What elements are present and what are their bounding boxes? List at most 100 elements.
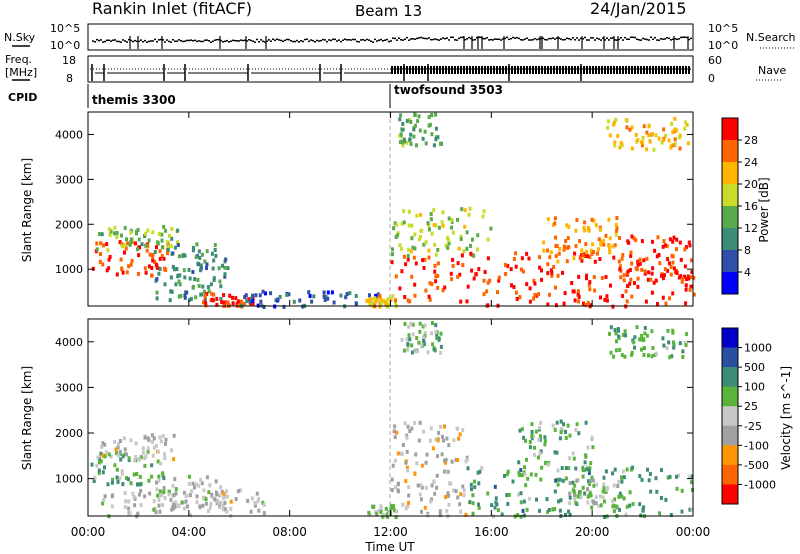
heatmap-cell bbox=[345, 292, 349, 296]
heatmap-cell bbox=[588, 491, 592, 496]
heatmap-cell bbox=[677, 275, 681, 280]
heatmap-cell bbox=[431, 446, 435, 451]
colorbar-swatch bbox=[722, 140, 738, 163]
heatmap-cell bbox=[577, 295, 581, 299]
heatmap-cell bbox=[667, 261, 671, 266]
heatmap-cell bbox=[193, 277, 197, 282]
heatmap-cell bbox=[373, 296, 377, 301]
heatmap-cell bbox=[435, 485, 439, 490]
heatmap-cell bbox=[339, 293, 343, 298]
nsky-sample bbox=[418, 37, 420, 39]
heatmap-cell bbox=[613, 497, 617, 502]
nsky-sample bbox=[636, 38, 638, 40]
heatmap-cell bbox=[413, 113, 417, 118]
heatmap-cell bbox=[378, 294, 382, 298]
nsky-sample bbox=[570, 38, 572, 41]
heatmap-cell bbox=[642, 124, 646, 129]
heatmap-cell bbox=[657, 253, 661, 257]
heatmap-cell bbox=[646, 467, 649, 472]
colorbar-swatch bbox=[722, 272, 738, 295]
heatmap-cell bbox=[409, 132, 413, 137]
heatmap-cell bbox=[109, 454, 113, 459]
heatmap-cell bbox=[406, 253, 410, 258]
heatmap-cell bbox=[425, 452, 429, 457]
heatmap-cell bbox=[527, 256, 531, 261]
heatmap-cell bbox=[385, 301, 389, 306]
heatmap-cell bbox=[630, 234, 634, 239]
nsky-sample bbox=[132, 40, 134, 43]
heatmap-cell bbox=[401, 502, 405, 507]
nsky-sample bbox=[618, 38, 620, 41]
nsky-sample bbox=[264, 41, 266, 43]
nsky-sample bbox=[108, 39, 110, 41]
heatmap-cell bbox=[190, 489, 194, 494]
heatmap-cell bbox=[485, 289, 489, 294]
heatmap-cell bbox=[573, 483, 577, 488]
nsky-sample bbox=[602, 37, 604, 39]
heatmap-cell bbox=[205, 262, 209, 267]
nsky-sample bbox=[630, 36, 632, 38]
heatmap-cell bbox=[310, 299, 314, 304]
nsky-sample bbox=[242, 39, 244, 42]
heatmap-cell bbox=[561, 478, 565, 483]
heatmap-cell bbox=[178, 282, 182, 287]
heatmap-cell bbox=[486, 491, 490, 496]
heatmap-cell bbox=[572, 456, 576, 461]
heatmap-cell bbox=[683, 264, 687, 269]
heatmap-cell bbox=[224, 300, 228, 305]
heatmap-cell bbox=[217, 266, 221, 271]
heatmap-cell bbox=[136, 271, 140, 276]
nsky-sample bbox=[532, 38, 534, 41]
heatmap-cell bbox=[169, 497, 173, 502]
heatmap-cell bbox=[434, 437, 438, 442]
heatmap-cell bbox=[641, 508, 645, 513]
heatmap-cell bbox=[688, 507, 692, 512]
heatmap-cell bbox=[224, 507, 228, 512]
heatmap-cell bbox=[138, 474, 142, 479]
heatmap-cell bbox=[124, 246, 128, 251]
heatmap-cell bbox=[102, 243, 105, 248]
heatmap-cell bbox=[133, 458, 137, 463]
heatmap-cell bbox=[606, 125, 610, 130]
heatmap-cell bbox=[614, 331, 618, 336]
nsky-sample bbox=[686, 36, 688, 39]
heatmap-cell bbox=[521, 508, 525, 513]
nsky-sample bbox=[112, 39, 114, 41]
heatmap-cell bbox=[599, 239, 603, 244]
heatmap-cell bbox=[422, 265, 426, 270]
nsky-sample bbox=[620, 37, 622, 39]
heatmap-cell bbox=[580, 258, 584, 263]
heatmap-cell bbox=[178, 254, 181, 259]
heatmap-cell bbox=[666, 268, 670, 273]
heatmap-cell bbox=[632, 236, 636, 241]
heatmap-cell bbox=[457, 246, 461, 251]
heatmap-cell bbox=[212, 276, 216, 281]
nsky-sample bbox=[614, 39, 616, 41]
nsky-sample bbox=[466, 38, 468, 40]
heatmap-cell bbox=[129, 237, 133, 242]
heatmap-cell bbox=[195, 500, 199, 505]
x-tick-label: 16:00 bbox=[474, 525, 509, 539]
heatmap-cell bbox=[506, 263, 510, 268]
nsky-sample bbox=[512, 36, 514, 39]
heatmap-cell bbox=[575, 422, 579, 427]
heatmap-cell bbox=[256, 499, 260, 504]
heatmap-cell bbox=[418, 492, 422, 497]
nsky-sample bbox=[234, 39, 236, 42]
heatmap-cell bbox=[372, 302, 376, 307]
heatmap-cell bbox=[625, 504, 629, 509]
heatmap-cell bbox=[530, 422, 534, 427]
heatmap-cell bbox=[631, 465, 635, 470]
heatmap-cell bbox=[450, 277, 454, 282]
heatmap-cell bbox=[668, 296, 671, 301]
heatmap-cell bbox=[184, 499, 188, 504]
nsky-sample bbox=[478, 36, 480, 38]
heatmap-cell bbox=[407, 209, 411, 214]
heatmap-cell bbox=[611, 244, 615, 249]
heatmap-cell bbox=[436, 247, 440, 252]
heatmap-cell bbox=[474, 272, 478, 277]
nsky-sample bbox=[688, 38, 690, 41]
heatmap-cell bbox=[446, 469, 450, 474]
heatmap-cell bbox=[206, 509, 210, 513]
